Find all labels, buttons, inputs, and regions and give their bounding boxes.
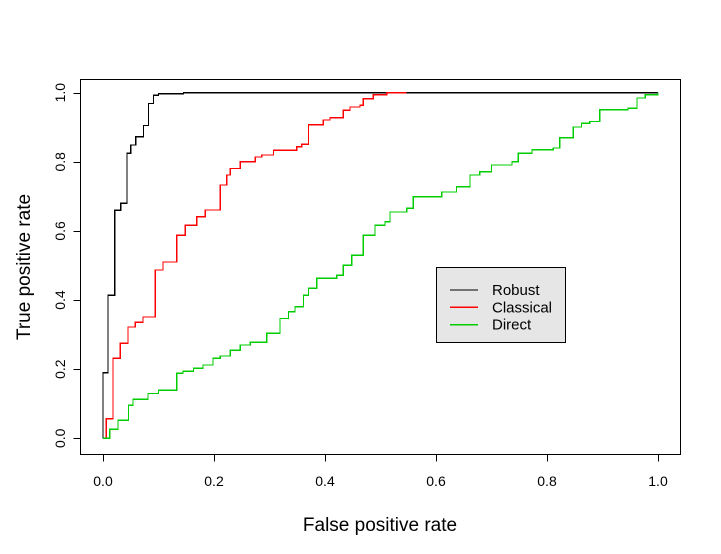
x-tick-label: 0.4: [315, 473, 335, 489]
legend-item-classical: Classical: [450, 299, 552, 316]
roc-curve-robust: [102, 92, 658, 439]
x-tick-label: 0.0: [93, 473, 113, 489]
roc-curve-direct: [103, 92, 659, 439]
roc-curve-classical: [103, 92, 407, 439]
roc-curves: [102, 92, 659, 439]
x-tick-label: 0.2: [204, 473, 224, 489]
y-tick-label: 1.0: [52, 83, 68, 103]
legend-label: Classical: [492, 299, 552, 316]
y-tick-label: 0.8: [52, 152, 68, 172]
plot-border: [79, 78, 682, 456]
x-tick-label: 1.0: [648, 473, 668, 489]
legend-box: [435, 266, 567, 344]
x-axis-ticks: 0.0 0.2 0.4 0.6 0.8 1.0: [93, 454, 668, 489]
y-tick-label: 0.4: [52, 290, 68, 310]
legend-label: Robust: [492, 282, 540, 299]
y-axis-title: True positive rate: [14, 194, 35, 340]
y-tick-label: 0.6: [52, 221, 68, 241]
legend-item-robust: Robust: [450, 282, 540, 299]
y-axis-ticks: 0.0 0.2 0.4 0.6 0.8 1.0: [52, 83, 81, 448]
x-axis-title: False positive rate: [303, 515, 457, 536]
x-tick-label: 0.8: [537, 473, 557, 489]
legend-item-direct: Direct: [450, 317, 532, 334]
x-tick-label: 0.6: [426, 473, 446, 489]
y-tick-label: 0.2: [52, 359, 68, 379]
legend-label: Direct: [492, 317, 532, 334]
y-tick-label: 0.0: [52, 428, 68, 448]
